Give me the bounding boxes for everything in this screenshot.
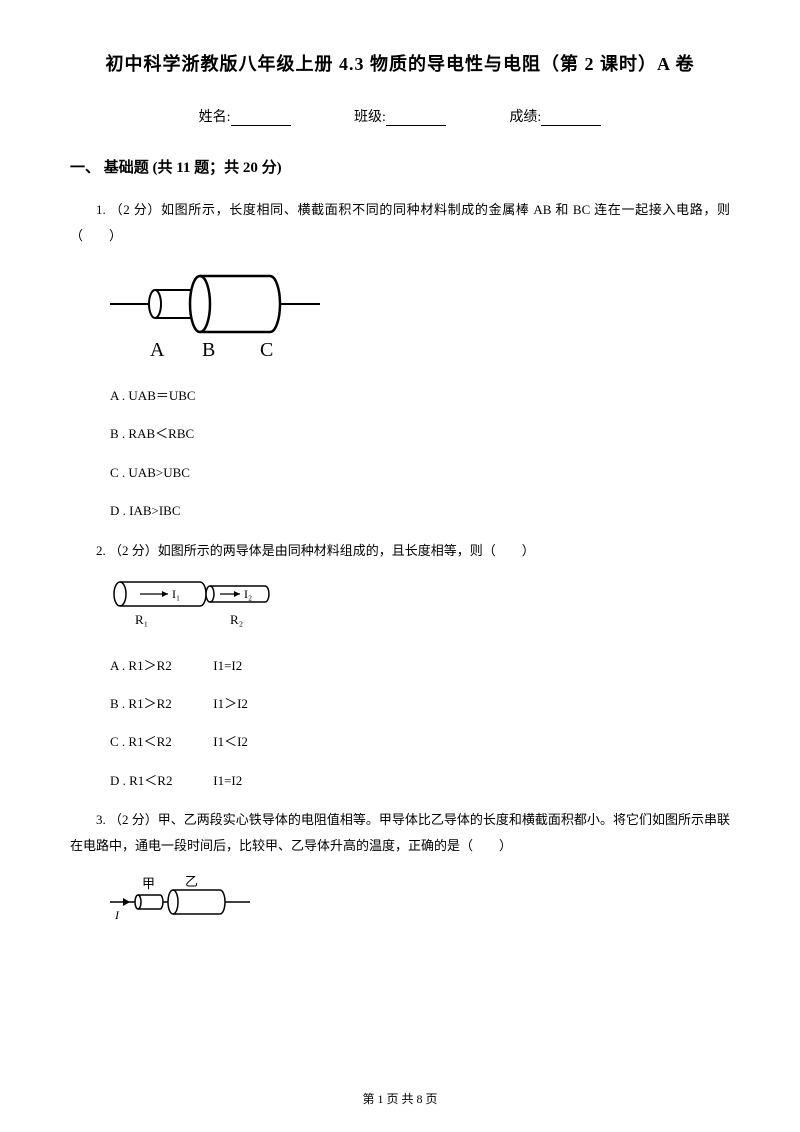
q1-label-a: A	[150, 339, 165, 361]
student-info-row: 姓名: 班级: 成绩:	[70, 106, 730, 126]
q2-text: 2. （2 分）如图所示的两导体是由同种材料组成的，且长度相等，则（ ）	[70, 538, 730, 564]
score-field: 成绩:	[509, 106, 601, 126]
q1-option-b: B . RAB＜RBC	[110, 422, 730, 445]
q3-figure: I 甲 乙	[110, 874, 730, 929]
q1-label-b: B	[202, 339, 215, 361]
q3-label-yi: 乙	[185, 874, 198, 889]
name-blank	[231, 112, 291, 126]
question-1: 1. （2 分）如图所示，长度相同、横截面积不同的同种材料制成的金属棒 AB 和…	[70, 197, 730, 249]
q2-a-1: A . R1＞R2	[110, 654, 210, 677]
q1-text: 1. （2 分）如图所示，长度相同、横截面积不同的同种材料制成的金属棒 AB 和…	[70, 197, 730, 249]
q3-text: 3. （2 分）甲、乙两段实心铁导体的电阻值相等。甲导体比乙导体的长度和横截面积…	[70, 807, 730, 859]
q2-c-1: C . R1＜R2	[110, 730, 210, 753]
section-header: 一、 基础题 (共 11 题；共 20 分)	[70, 156, 730, 177]
score-label: 成绩:	[509, 110, 541, 125]
class-field: 班级:	[354, 106, 446, 126]
q2-c-2: I1＜I2	[213, 730, 313, 753]
q2-figure: I₁ I₂ R₁ R₂	[110, 579, 730, 639]
q2-label-r1: R₁	[135, 612, 148, 627]
q3-label-jia: 甲	[142, 876, 155, 891]
q2-a-2: I1=I2	[213, 654, 313, 677]
q1-label-c: C	[260, 339, 273, 361]
q1-option-a: A . UAB＝UBC	[110, 384, 730, 407]
question-3: 3. （2 分）甲、乙两段实心铁导体的电阻值相等。甲导体比乙导体的长度和横截面积…	[70, 807, 730, 859]
q2-d-1: D . R1＜R2	[110, 769, 210, 792]
page-title: 初中科学浙教版八年级上册 4.3 物质的导电性与电阻（第 2 课时）A 卷	[70, 50, 730, 76]
class-label: 班级:	[354, 110, 386, 125]
q2-label-r2: R₂	[230, 612, 243, 627]
question-2: 2. （2 分）如图所示的两导体是由同种材料组成的，且长度相等，则（ ）	[70, 538, 730, 564]
q2-b-1: B . R1＞R2	[110, 692, 210, 715]
class-blank	[386, 112, 446, 126]
name-field: 姓名:	[199, 106, 291, 126]
q2-option-a: A . R1＞R2 I1=I2	[110, 654, 730, 677]
q1-figure: A B C	[110, 264, 730, 369]
q1-option-d: D . IAB>IBC	[110, 499, 730, 522]
q1-option-c: C . UAB>UBC	[110, 461, 730, 484]
q3-label-i: I	[114, 908, 120, 922]
q2-option-b: B . R1＞R2 I1＞I2	[110, 692, 730, 715]
page-footer: 第 1 页 共 8 页	[0, 1090, 800, 1107]
name-label: 姓名:	[199, 110, 231, 125]
q2-label-i1: I₁	[172, 587, 180, 601]
q2-option-c: C . R1＜R2 I1＜I2	[110, 730, 730, 753]
q2-b-2: I1＞I2	[213, 692, 313, 715]
q2-d-2: I1=I2	[213, 769, 313, 792]
score-blank	[541, 112, 601, 126]
q2-option-d: D . R1＜R2 I1=I2	[110, 769, 730, 792]
q2-label-i2: I₂	[244, 587, 252, 601]
